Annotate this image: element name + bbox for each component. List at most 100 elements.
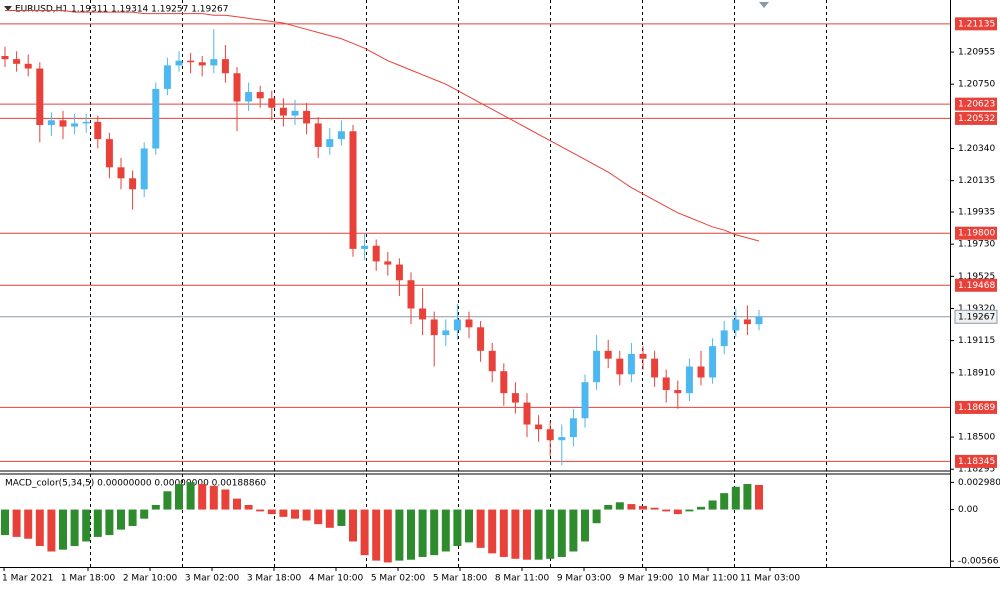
y-tick-label: 1.18295 bbox=[958, 465, 995, 475]
level-label: 1.19800 bbox=[958, 229, 995, 239]
level-label-box bbox=[955, 226, 997, 240]
candle-body bbox=[709, 346, 717, 378]
macd-bar bbox=[546, 509, 555, 559]
candle-body bbox=[210, 59, 218, 66]
macd-bar bbox=[441, 509, 450, 552]
candle-body bbox=[407, 280, 415, 309]
candle-body bbox=[546, 429, 554, 441]
macd-bar bbox=[24, 509, 33, 539]
moving-average bbox=[5, 10, 760, 242]
candle-body bbox=[743, 319, 751, 325]
macd-bar bbox=[383, 509, 392, 563]
macd-bar bbox=[476, 509, 485, 548]
candle-body bbox=[511, 393, 519, 403]
y-tick-label: 1.19730 bbox=[958, 240, 995, 250]
macd-bar bbox=[662, 509, 671, 512]
macd-bar bbox=[186, 482, 195, 510]
x-tick-label: 10 Mar 11:00 bbox=[678, 574, 738, 584]
candle-body bbox=[349, 131, 357, 249]
macd-bar bbox=[755, 484, 763, 510]
level-label: 1.18345 bbox=[958, 457, 995, 467]
candle-body bbox=[152, 88, 160, 149]
collapse-icon[interactable] bbox=[4, 6, 12, 11]
y-tick-label: 1.19115 bbox=[958, 336, 995, 346]
candle-body bbox=[453, 319, 461, 331]
macd-bar bbox=[82, 509, 91, 542]
macd-y-tick-label: 0.00 bbox=[958, 505, 978, 515]
macd-bar bbox=[128, 509, 137, 526]
candle-body bbox=[47, 120, 55, 125]
candle-body bbox=[303, 110, 311, 124]
candle-body bbox=[129, 178, 137, 190]
candle-body bbox=[233, 73, 241, 102]
x-tick-label: 1 Mar 2021 bbox=[2, 574, 53, 584]
level-label-box bbox=[955, 17, 997, 31]
y-tick-label: 1.20135 bbox=[958, 176, 995, 186]
y-tick-label: 1.20955 bbox=[958, 48, 995, 58]
level-label-box bbox=[955, 97, 997, 111]
level-label: 1.20532 bbox=[958, 114, 995, 124]
candle-body bbox=[662, 377, 670, 391]
macd-bar bbox=[453, 509, 462, 547]
macd-bar bbox=[418, 509, 427, 557]
macd-bar bbox=[534, 509, 543, 560]
candle-body bbox=[697, 366, 705, 378]
candle-body bbox=[24, 63, 32, 69]
macd-bar bbox=[720, 493, 729, 510]
candle-body bbox=[523, 402, 531, 425]
x-tick-label: 9 Mar 19:00 bbox=[619, 574, 674, 584]
candle-body bbox=[291, 110, 299, 116]
candle-body bbox=[627, 353, 635, 375]
candle-body bbox=[569, 418, 577, 438]
candle-body bbox=[604, 350, 612, 359]
y-tick-label: 1.19525 bbox=[958, 272, 995, 282]
macd-bar bbox=[314, 509, 323, 525]
macd-bar bbox=[325, 509, 334, 528]
candle-body bbox=[535, 424, 543, 430]
candle-body bbox=[175, 60, 183, 66]
macd-bar bbox=[708, 500, 717, 510]
candle-body bbox=[198, 62, 206, 66]
y-tick-label: 1.18910 bbox=[958, 368, 995, 378]
candle-body bbox=[326, 139, 334, 147]
macd-bar bbox=[523, 509, 531, 560]
candle-body bbox=[593, 350, 601, 383]
level-label-box bbox=[955, 454, 997, 468]
candle-body bbox=[314, 123, 322, 147]
x-tick-label: 8 Mar 11:00 bbox=[495, 574, 550, 584]
candle-body bbox=[651, 358, 659, 378]
current-price-label: 1.19267 bbox=[958, 312, 995, 322]
macd-bar bbox=[511, 509, 520, 559]
candle-body bbox=[419, 308, 427, 320]
macd-bar bbox=[70, 509, 79, 547]
candle-body bbox=[221, 59, 229, 74]
candle-body bbox=[442, 330, 450, 336]
candle-body bbox=[71, 123, 79, 127]
candle-body bbox=[82, 121, 90, 124]
macd-bar bbox=[117, 509, 125, 530]
candle-body bbox=[430, 319, 438, 336]
macd-bar bbox=[93, 509, 102, 537]
macd-bar bbox=[337, 509, 346, 526]
level-label: 1.19468 bbox=[958, 281, 995, 291]
candle-body bbox=[337, 131, 345, 140]
candle-body bbox=[755, 316, 763, 325]
shift-marker[interactable] bbox=[759, 2, 769, 8]
candle-body bbox=[384, 261, 392, 265]
candle-body bbox=[140, 148, 148, 190]
chart-title: EURUSD,H1 1.19311 1.19314 1.19257 1.1926… bbox=[15, 5, 228, 15]
candle-body bbox=[163, 65, 171, 89]
macd-bar bbox=[557, 509, 566, 557]
candle-body bbox=[674, 390, 682, 394]
macd-bar bbox=[581, 509, 589, 542]
y-tick-label: 1.19935 bbox=[958, 208, 995, 218]
candle-body bbox=[105, 139, 113, 168]
y-tick-label: 1.18500 bbox=[958, 433, 995, 443]
x-tick-label: 1 Mar 18:00 bbox=[61, 574, 116, 584]
level-label: 1.20623 bbox=[958, 100, 995, 110]
macd-bar bbox=[302, 509, 311, 521]
macd-bar bbox=[233, 498, 241, 510]
macd-bar bbox=[639, 505, 647, 510]
macd-bar bbox=[105, 509, 114, 536]
